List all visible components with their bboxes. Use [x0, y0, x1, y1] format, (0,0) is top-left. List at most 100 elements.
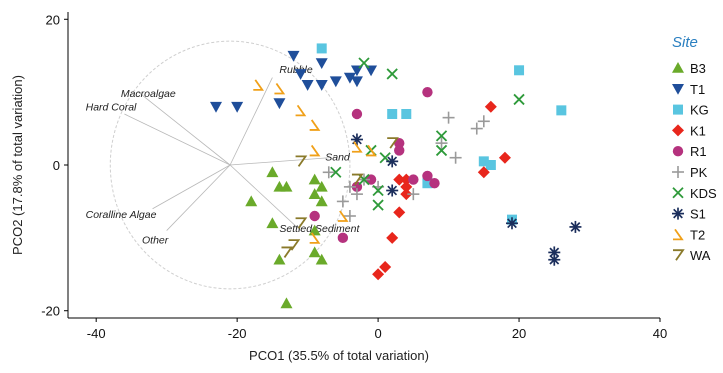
legend-label-t1: T1 [690, 82, 705, 97]
data-point-kg [556, 105, 567, 116]
legend-marker-wa [673, 249, 685, 261]
data-point-b3 [273, 253, 286, 265]
data-point-k1 [386, 231, 399, 244]
data-point-k1 [484, 100, 497, 113]
legend: Site B3 T1 KG K1 R1 PK KDS S1 T2 WA [672, 34, 717, 263]
data-point-r1 [337, 232, 349, 244]
vector-label: Settled Sediment [279, 223, 360, 235]
y-tick-label: 20 [46, 12, 60, 27]
legend-label-s1: S1 [690, 207, 706, 222]
data-point-pk [322, 166, 335, 179]
data-point-r1 [394, 137, 405, 149]
data-point-t2 [253, 79, 265, 91]
vector-label: Other [142, 235, 169, 247]
vector-line-2 [124, 113, 231, 166]
data-point-b3 [280, 297, 293, 309]
data-point-pk [442, 111, 455, 124]
legend-label-r1: R1 [690, 144, 707, 159]
data-point-t1 [301, 80, 314, 91]
data-point-t2 [309, 119, 321, 131]
y-tick-label: 0 [53, 158, 60, 173]
data-point-s1 [548, 253, 561, 266]
data-point-k1 [477, 166, 490, 179]
data-point-b3 [245, 195, 258, 207]
vector-line-5 [166, 164, 231, 231]
legend-marker-t2 [673, 228, 684, 241]
legend-marker-b3 [672, 62, 684, 73]
data-point-t1 [343, 72, 356, 84]
data-point-wa [281, 246, 294, 258]
data-point-t2 [274, 82, 286, 95]
data-point-wa [295, 217, 308, 229]
axes-layer: -40 -20 0 20 40 -20 0 20 PCO1 (35.5% of total va… [10, 12, 667, 363]
data-point-pk [343, 210, 356, 222]
data-point-pk [449, 151, 462, 164]
y-axis-label: PCO2 (17.8% of total variation) [10, 75, 25, 255]
data-point-k1 [400, 188, 413, 201]
vector-line-6 [229, 164, 301, 231]
correlation-circle-layer [109, 40, 351, 290]
data-point-kg [478, 156, 489, 167]
data-point-t1 [287, 50, 300, 62]
data-point-k1 [498, 151, 511, 164]
data-point-kds [372, 184, 384, 197]
data-point-b3 [266, 217, 279, 229]
data-point-s1 [386, 155, 399, 168]
data-point-kds [372, 199, 384, 211]
data-point-k1 [400, 180, 413, 193]
vector-label: Hard Coral [86, 101, 137, 113]
legend-label-t2: T2 [690, 227, 705, 242]
data-point-t2 [309, 232, 321, 244]
data-point-b3 [266, 166, 279, 178]
data-point-kds [386, 68, 398, 80]
data-point-r1 [429, 178, 440, 189]
data-point-t1 [210, 101, 222, 113]
legend-marker-kg [673, 104, 683, 115]
data-point-b3 [315, 180, 328, 192]
data-point-r1 [351, 108, 363, 120]
data-point-pk [336, 195, 349, 208]
legend-label-k1: K1 [690, 123, 706, 138]
data-point-t1 [273, 98, 286, 110]
data-point-b3 [308, 188, 321, 199]
vector-line-4 [152, 164, 231, 210]
x-tick-label: -20 [228, 326, 247, 341]
data-point-kg [422, 178, 433, 189]
data-point-s1 [350, 133, 363, 146]
data-point-r1 [422, 170, 433, 182]
data-point-pk [477, 115, 490, 128]
legend-marker-r1 [672, 146, 684, 157]
data-point-k1 [393, 173, 406, 186]
data-point-b3 [308, 246, 321, 258]
data-point-t2 [309, 144, 321, 157]
vector-line-1 [138, 91, 231, 166]
data-point-wa [295, 155, 308, 167]
data-point-b3 [315, 195, 328, 207]
data-point-r1 [309, 210, 320, 222]
data-point-t1 [315, 80, 328, 91]
vector-label: Macroalgae [121, 88, 176, 100]
vector-line-0 [229, 77, 273, 166]
data-point-kds [513, 93, 525, 106]
data-point-kg [485, 160, 496, 170]
vector-label: Coralline Algae [86, 209, 157, 221]
data-point-t1 [294, 69, 307, 80]
data-point-r1 [365, 174, 377, 185]
legend-title: Site [672, 34, 698, 51]
data-point-pk [407, 188, 420, 201]
legend-label-b3: B3 [690, 61, 706, 76]
data-point-t1 [350, 76, 363, 88]
data-point-t1 [329, 76, 342, 88]
data-point-s1 [506, 217, 518, 230]
legend-marker-t1 [672, 84, 684, 95]
data-point-kds [330, 166, 342, 178]
data-point-t1 [231, 101, 244, 113]
data-point-kg [316, 43, 327, 54]
data-point-pk [343, 180, 356, 193]
data-point-b3 [308, 224, 321, 236]
data-point-b3 [280, 180, 293, 192]
vector-label: Sand [325, 152, 351, 164]
legend-label-pk: PK [690, 165, 708, 180]
data-point-wa [351, 173, 364, 186]
